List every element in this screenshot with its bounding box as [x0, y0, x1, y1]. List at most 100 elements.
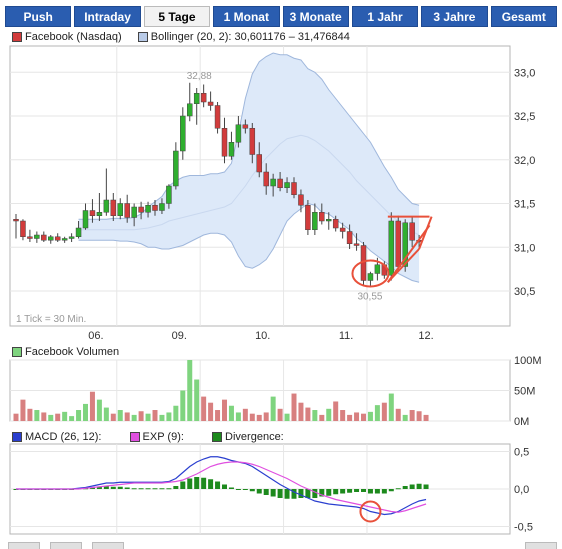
- candle-body: [48, 236, 54, 241]
- divergence-bar: [187, 478, 193, 489]
- divergence-bar: [361, 489, 366, 492]
- price-series-label: Facebook (Nasdaq): [25, 31, 122, 43]
- volume-bar: [222, 399, 227, 421]
- divergence-bar: [367, 489, 373, 494]
- divergence-bar: [138, 488, 144, 490]
- candle-body: [242, 124, 249, 129]
- tab-intraday[interactable]: Intraday: [74, 6, 141, 27]
- divergence-bar: [298, 489, 304, 498]
- volume-bar: [423, 414, 429, 421]
- volume-bar: [27, 408, 33, 421]
- volume-bar: [34, 410, 40, 421]
- candle-body: [173, 150, 179, 187]
- candle-body: [82, 210, 89, 229]
- macd-y-tick-label: 0,0: [514, 484, 529, 496]
- candle-body: [284, 182, 290, 188]
- macd-y-tick-label: -0,5: [514, 522, 533, 534]
- divergence-bar: [409, 484, 415, 489]
- candle-body: [166, 185, 172, 204]
- macd-legend: MACD (26, 12): EXP (9): Divergence:: [12, 430, 284, 444]
- candle-body: [200, 93, 207, 103]
- volume-bar: [242, 408, 248, 421]
- divergence-bar: [277, 489, 283, 498]
- volume-bar: [69, 416, 75, 421]
- volume-bar: [347, 414, 353, 421]
- divergence-bar: [284, 489, 290, 499]
- divergence-bar: [312, 489, 318, 498]
- vol-y-tick-label: 100M: [514, 355, 542, 367]
- volume-bar: [124, 412, 130, 421]
- macd-swatch-icon: [12, 432, 22, 443]
- volume-bar: [388, 393, 394, 421]
- bollinger-lower-line: [78, 202, 420, 283]
- tab-3-monate[interactable]: 3 Monate: [282, 6, 349, 27]
- candle-body: [110, 199, 117, 216]
- volume-series-label: Facebook Volumen: [25, 346, 120, 358]
- volume-bar: [312, 410, 318, 421]
- tab-1-jahr[interactable]: 1 Jahr: [351, 6, 419, 27]
- candle-body: [374, 264, 381, 274]
- candle-body: [277, 178, 283, 188]
- divergence-bar: [340, 489, 346, 494]
- volume-bar: [298, 402, 304, 421]
- candle-body: [207, 101, 214, 106]
- tab-gesamt[interactable]: Gesamt: [490, 6, 557, 27]
- footer-button-2[interactable]: [50, 542, 82, 549]
- volume-bar: [103, 407, 109, 421]
- divergence-bar: [319, 489, 325, 497]
- volume-bar: [208, 402, 214, 421]
- divergence-bar: [305, 489, 311, 498]
- volume-bar: [340, 410, 346, 421]
- x-tick-label: 10.: [255, 330, 270, 342]
- volume-legend: Facebook Volumen: [12, 345, 119, 359]
- tab-5-tage[interactable]: 5 Tage: [143, 6, 211, 27]
- divergence-bar: [402, 486, 408, 489]
- candle-body: [180, 115, 186, 152]
- divergence-bar: [96, 486, 102, 489]
- volume-bar: [395, 408, 401, 421]
- candle-body: [131, 206, 137, 218]
- footer-button-1[interactable]: [8, 542, 40, 549]
- tab-1-monat[interactable]: 1 Monat: [213, 6, 280, 27]
- candle-body: [367, 273, 374, 281]
- volume-bar: [110, 413, 116, 421]
- candle-body: [68, 236, 75, 239]
- divergence-bar: [131, 488, 137, 490]
- volume-bar: [215, 410, 221, 421]
- volume-bar: [409, 410, 415, 421]
- candle-body: [402, 222, 408, 267]
- divergence-bar: [145, 488, 151, 490]
- tab-push[interactable]: Push: [5, 6, 72, 27]
- divergence-bar: [222, 484, 227, 489]
- divergence-bar: [326, 489, 332, 496]
- candle-body: [214, 105, 221, 129]
- macd-y-tick-label: 0,5: [514, 447, 529, 459]
- divergence-bar: [103, 486, 109, 489]
- divergence-bar: [423, 484, 429, 489]
- divergence-bar: [235, 489, 241, 490]
- volume-bar: [180, 390, 186, 421]
- footer-button-4[interactable]: [525, 542, 557, 549]
- volume-bar: [166, 412, 172, 421]
- tab-3-jahre[interactable]: 3 Jahre: [421, 6, 488, 27]
- volume-bar: [89, 391, 95, 421]
- x-tick-label: 11.: [339, 330, 353, 342]
- x-tick-label: 12.: [418, 330, 433, 342]
- volume-bar: [62, 411, 68, 421]
- volume-bar: [319, 414, 325, 421]
- candle-body: [96, 212, 103, 216]
- divergence-bar: [215, 481, 221, 489]
- divergence-bar: [166, 488, 172, 490]
- candle-body: [298, 194, 304, 206]
- trendline-annotation: [387, 224, 431, 283]
- candle-body: [409, 222, 415, 241]
- price-legend: Facebook (Nasdaq) Bollinger (20, 2): 30,…: [12, 30, 350, 44]
- candle-body: [20, 220, 26, 237]
- volume-bar: [131, 414, 137, 421]
- volume-bar: [173, 405, 179, 421]
- divergence-bar: [117, 486, 123, 489]
- volume-swatch-icon: [12, 347, 22, 358]
- divergence-bar: [173, 486, 179, 489]
- volume-bar: [284, 413, 290, 421]
- footer-button-3[interactable]: [92, 542, 124, 549]
